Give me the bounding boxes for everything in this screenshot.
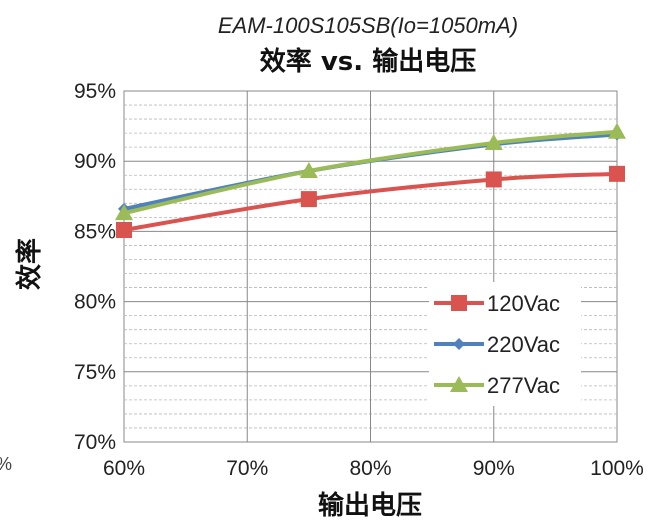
legend-item-120vac: 120Vac <box>434 291 560 316</box>
chart-subtitle: EAM-100S105SB(Io=1050mA) <box>218 13 518 38</box>
series-layer <box>115 122 626 238</box>
data-point-277vac <box>115 204 133 221</box>
series-277vac <box>115 122 626 221</box>
x-tick-label: 70% <box>226 457 268 480</box>
y-tick-label: 85% <box>74 220 116 243</box>
legend-label-120vac: 120Vac <box>487 291 560 316</box>
x-tick-label: 100% <box>590 457 644 480</box>
y-tick-label: 95% <box>74 80 116 103</box>
y-tick-label: 80% <box>74 291 116 314</box>
series-line-120vac <box>123 171 618 232</box>
x-tick-label: 60% <box>103 457 145 480</box>
y-axis-label: 效率 <box>14 238 45 290</box>
y-tick-label: 70% <box>74 431 116 454</box>
data-point-277vac <box>608 122 626 139</box>
legend-marker-120vac <box>451 295 467 311</box>
x-tick-labels: 60% 70% 80% 90% 100% <box>103 457 644 480</box>
y-tick-label: 90% <box>74 150 116 173</box>
legend-label-220vac: 220Vac <box>487 332 560 357</box>
series-120vac <box>116 165 625 238</box>
data-point-277vac <box>484 133 503 150</box>
data-point-120vac <box>116 221 132 238</box>
data-point-120vac <box>485 171 502 188</box>
data-point-120vac <box>609 165 625 182</box>
series-line-277vac <box>123 129 618 216</box>
legend-item-220vac: 220Vac <box>434 332 560 357</box>
x-axis-label: 输出电压 <box>318 490 422 521</box>
y-tick-label: 75% <box>74 361 116 384</box>
y-tick-labels: 70% 75% 80% 85% 90% 95% <box>74 80 116 454</box>
x-tick-label: 90% <box>473 457 515 480</box>
legend-item-277vac: 277Vac <box>434 373 560 398</box>
data-point-277vac <box>299 162 318 179</box>
legend: 120Vac 220Vac 277Vac <box>429 282 581 406</box>
legend-marker-220vac <box>453 338 465 350</box>
chart-title: 效率 vs. 输出电压 <box>260 46 476 77</box>
stray-mark: % <box>0 454 12 474</box>
x-tick-label: 80% <box>349 457 391 480</box>
data-point-120vac <box>300 191 317 208</box>
legend-marker-277vac <box>450 376 468 392</box>
legend-label-277vac: 277Vac <box>487 373 560 398</box>
